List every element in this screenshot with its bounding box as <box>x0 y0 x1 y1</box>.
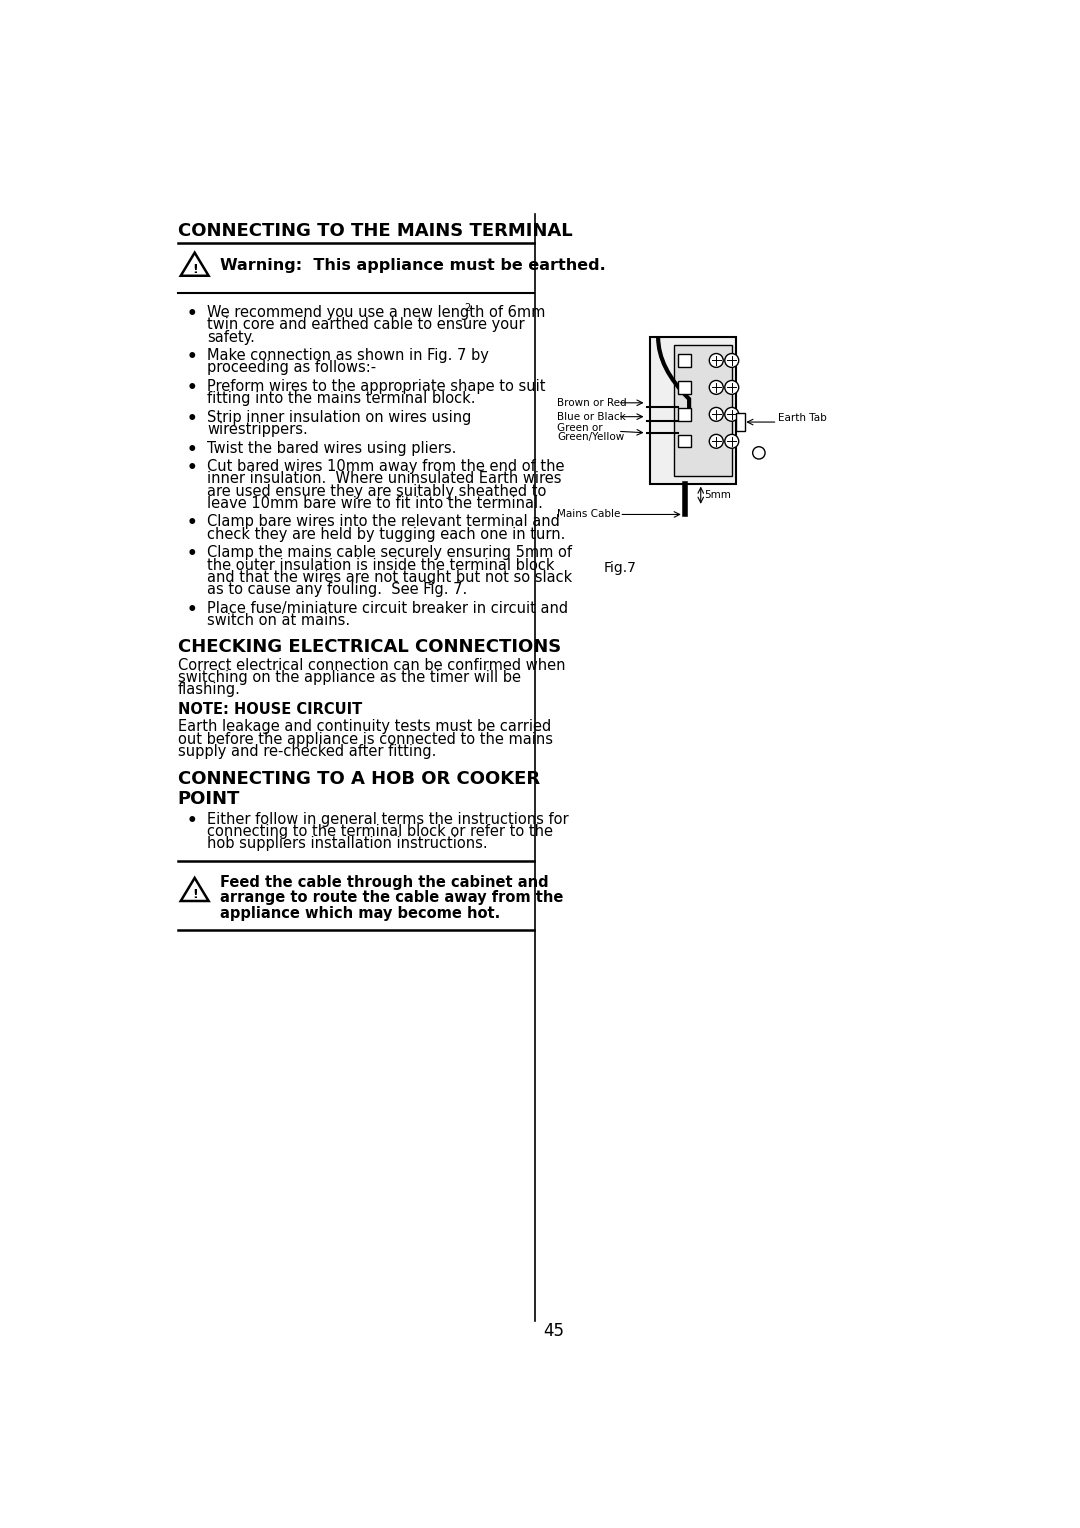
Text: We recommend you use a new length of 6mm: We recommend you use a new length of 6mm <box>207 306 545 319</box>
Text: proceeding as follows:-: proceeding as follows:- <box>207 361 376 376</box>
Text: arrange to route the cable away from the: arrange to route the cable away from the <box>220 891 564 905</box>
Text: connecting to the terminal block or refer to the: connecting to the terminal block or refe… <box>207 824 553 839</box>
Circle shape <box>753 446 765 458</box>
Text: Fig.7: Fig.7 <box>604 561 637 575</box>
Text: Green or: Green or <box>557 423 603 434</box>
Text: check they are held by tugging each one in turn.: check they are held by tugging each one … <box>207 527 566 542</box>
Bar <box>650 338 735 484</box>
Bar <box>677 382 691 394</box>
Text: hob suppliers installation instructions.: hob suppliers installation instructions. <box>207 836 488 851</box>
Text: flashing.: flashing. <box>177 683 241 697</box>
Text: •: • <box>186 410 197 428</box>
Text: Either follow in general terms the instructions for: Either follow in general terms the instr… <box>207 811 569 827</box>
Text: are used ensure they are suitably sheathed to: are used ensure they are suitably sheath… <box>207 484 546 498</box>
Text: Green/Yellow: Green/Yellow <box>557 432 624 443</box>
Text: wirestrippers.: wirestrippers. <box>207 422 308 437</box>
Circle shape <box>710 434 724 448</box>
Text: Blue or Black: Blue or Black <box>557 411 626 422</box>
Text: Earth leakage and continuity tests must be carried: Earth leakage and continuity tests must … <box>177 720 551 735</box>
Text: Place fuse/miniature circuit breaker in circuit and: Place fuse/miniature circuit breaker in … <box>207 601 568 616</box>
Text: 5mm: 5mm <box>704 490 731 500</box>
Text: •: • <box>186 545 197 564</box>
Circle shape <box>725 380 739 394</box>
Bar <box>677 408 691 420</box>
Text: •: • <box>186 811 197 830</box>
Text: 45: 45 <box>543 1322 564 1340</box>
Text: fitting into the mains terminal block.: fitting into the mains terminal block. <box>207 391 475 406</box>
Text: Mains Cable: Mains Cable <box>557 509 621 520</box>
Bar <box>677 354 691 367</box>
Bar <box>677 435 691 448</box>
Bar <box>735 413 745 431</box>
Text: Clamp the mains cable securely ensuring 5mm of: Clamp the mains cable securely ensuring … <box>207 545 572 561</box>
Text: Strip inner insulation on wires using: Strip inner insulation on wires using <box>207 410 472 425</box>
Text: Twist the bared wires using pliers.: Twist the bared wires using pliers. <box>207 440 457 455</box>
Text: Cut bared wires 10mm away from the end of the: Cut bared wires 10mm away from the end o… <box>207 458 565 474</box>
Text: switching on the appliance as the timer will be: switching on the appliance as the timer … <box>177 669 521 685</box>
Text: appliance which may become hot.: appliance which may become hot. <box>220 906 500 920</box>
Text: CHECKING ELECTRICAL CONNECTIONS: CHECKING ELECTRICAL CONNECTIONS <box>177 637 561 656</box>
Text: Brown or Red: Brown or Red <box>557 397 627 408</box>
Text: the outer insulation is inside the terminal block: the outer insulation is inside the termi… <box>207 558 554 573</box>
Text: Clamp bare wires into the relevant terminal and: Clamp bare wires into the relevant termi… <box>207 515 559 530</box>
Text: •: • <box>186 601 197 619</box>
Text: supply and re-checked after fitting.: supply and re-checked after fitting. <box>177 744 436 759</box>
Bar <box>674 345 732 475</box>
Text: •: • <box>186 306 197 322</box>
Circle shape <box>710 353 724 367</box>
Text: Earth Tab: Earth Tab <box>779 413 827 423</box>
Circle shape <box>710 408 724 422</box>
Text: Preform wires to the appropriate shape to suit: Preform wires to the appropriate shape t… <box>207 379 545 394</box>
Circle shape <box>710 380 724 394</box>
Text: 2: 2 <box>464 304 471 313</box>
Text: POINT: POINT <box>177 790 240 808</box>
Text: switch on at mains.: switch on at mains. <box>207 613 350 628</box>
Text: twin core and earthed cable to ensure your: twin core and earthed cable to ensure yo… <box>207 318 525 332</box>
Text: Warning:  This appliance must be earthed.: Warning: This appliance must be earthed. <box>220 258 606 274</box>
Text: leave 10mm bare wire to fit into the terminal.: leave 10mm bare wire to fit into the ter… <box>207 497 543 510</box>
Text: inner insulation.  Where uninsulated Earth wires: inner insulation. Where uninsulated Eart… <box>207 471 562 486</box>
Text: as to cause any fouling.  See Fig. 7.: as to cause any fouling. See Fig. 7. <box>207 582 468 597</box>
Text: Feed the cable through the cabinet and: Feed the cable through the cabinet and <box>220 876 549 889</box>
Text: NOTE: HOUSE CIRCUIT: NOTE: HOUSE CIRCUIT <box>177 703 362 717</box>
Text: Correct electrical connection can be confirmed when: Correct electrical connection can be con… <box>177 657 565 672</box>
Circle shape <box>725 353 739 367</box>
Text: !: ! <box>192 263 198 277</box>
Text: CONNECTING TO THE MAINS TERMINAL: CONNECTING TO THE MAINS TERMINAL <box>177 222 572 240</box>
Text: and that the wires are not taught but not so slack: and that the wires are not taught but no… <box>207 570 572 585</box>
Text: CONNECTING TO A HOB OR COOKER: CONNECTING TO A HOB OR COOKER <box>177 770 540 788</box>
Text: safety.: safety. <box>207 330 255 345</box>
Text: •: • <box>186 379 197 397</box>
Text: •: • <box>186 440 197 458</box>
Text: Make connection as shown in Fig. 7 by: Make connection as shown in Fig. 7 by <box>207 348 489 364</box>
Text: •: • <box>186 458 197 477</box>
Text: !: ! <box>192 888 198 902</box>
Text: •: • <box>186 515 197 532</box>
Text: out before the appliance is connected to the mains: out before the appliance is connected to… <box>177 732 553 747</box>
Circle shape <box>725 408 739 422</box>
Text: •: • <box>186 348 197 367</box>
Circle shape <box>725 434 739 448</box>
